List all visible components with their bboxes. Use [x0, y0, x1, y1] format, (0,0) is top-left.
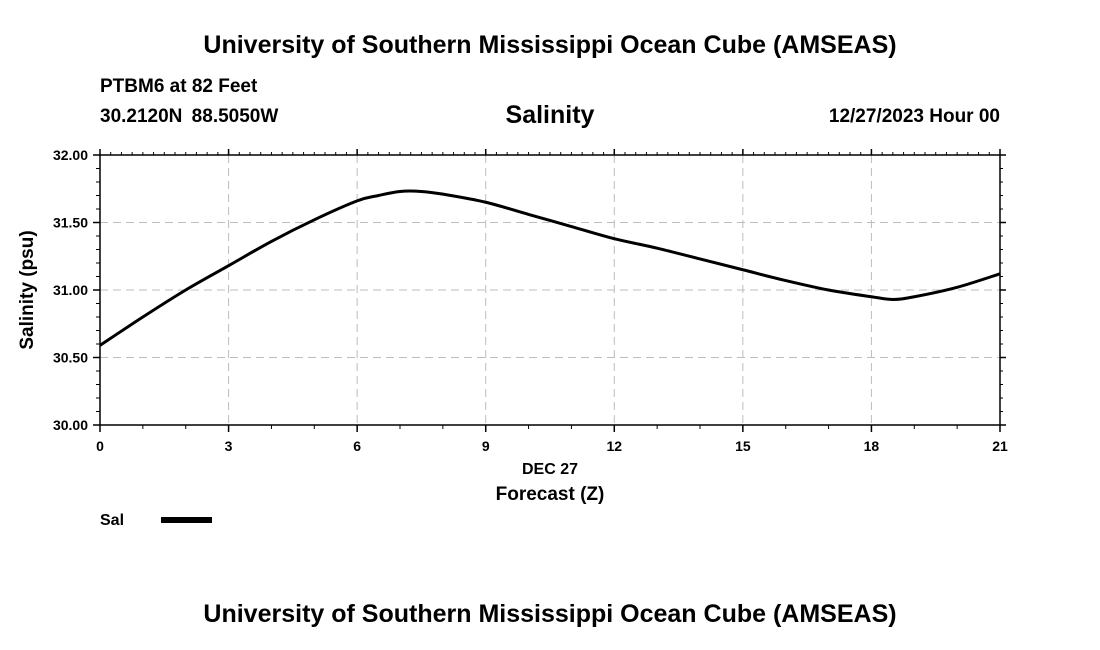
- legend: Sal: [100, 512, 212, 529]
- variable-title: Salinity: [505, 101, 595, 129]
- x-tick-label: 0: [96, 438, 104, 454]
- legend-label-sal: Sal: [100, 512, 124, 529]
- tick-labels: 0 3 6 9 12 15 18 21 30.00 30.50 31.00 31.50 32.00: [53, 147, 1008, 454]
- series-line-sal: [99, 189, 1001, 347]
- x-tick-label: 9: [482, 438, 490, 454]
- x-axis-date-label: DEC 27: [522, 461, 578, 478]
- timestamp-label: 12/27/2023 Hour 00: [828, 106, 1000, 127]
- y-tick-label: 32.00: [53, 147, 88, 163]
- grid: [100, 155, 1000, 425]
- y-tick-label: 31.00: [53, 282, 88, 298]
- plot-frame: [99, 154, 1001, 426]
- x-tick-label: 6: [353, 438, 361, 454]
- y-tick-label: 30.50: [53, 350, 88, 366]
- station-label: PTBM6 at 82 Feet: [100, 76, 258, 97]
- x-axis-label: Forecast (Z): [496, 484, 605, 505]
- x-tick-label: 21: [992, 438, 1008, 454]
- chart-title: University of Southern Mississippi Ocean…: [203, 31, 897, 59]
- x-tick-label: 18: [864, 438, 880, 454]
- footer-title: University of Southern Mississippi Ocean…: [203, 600, 897, 628]
- x-tick-label: 3: [225, 438, 233, 454]
- y-tick-label: 30.00: [53, 417, 88, 433]
- x-tick-label: 12: [606, 438, 622, 454]
- y-tick-label: 31.50: [53, 215, 88, 231]
- y-axis-label: Salinity (psu): [17, 230, 38, 349]
- x-tick-label: 15: [735, 438, 751, 454]
- coordinates-label: 30.2120N 88.5050W: [100, 106, 279, 127]
- series-layer: [99, 189, 1001, 347]
